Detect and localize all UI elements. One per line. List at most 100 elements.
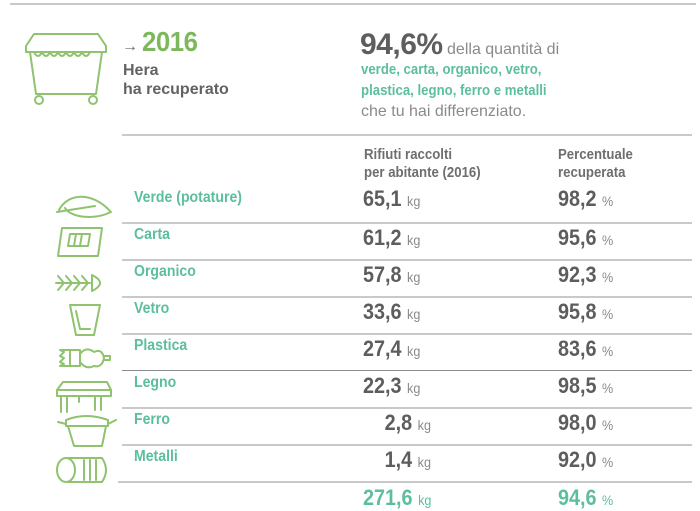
subtitle-line1: Hera [123, 62, 159, 79]
weight-value: 61,2 [363, 225, 402, 250]
can-icon [56, 457, 107, 483]
row-divider [122, 259, 692, 261]
weight-value: 33,6 [363, 299, 402, 324]
column-header-weight-line2: per abitante (2016) [364, 164, 481, 181]
subtitle: Hera ha recuperato [123, 61, 229, 99]
row-label: Verde (potature) [134, 189, 242, 206]
weight-unit: kg [407, 232, 421, 248]
weight-unit: kg [407, 380, 421, 396]
percent-unit: % [602, 454, 614, 470]
percent-value: 98,5 [558, 373, 597, 398]
row-label: Plastica [134, 337, 188, 354]
section-divider [122, 134, 692, 136]
arrow-icon: → [122, 38, 138, 55]
total-percent-value: 94,6 [558, 485, 597, 510]
percent-unit: % [602, 193, 614, 209]
row-weight: 61,2 kg [363, 225, 420, 251]
percent-unit: % [602, 417, 614, 433]
percent-value: 83,6 [558, 336, 597, 361]
percent-value: 92,0 [558, 447, 597, 472]
year-label: 2016 [142, 26, 198, 57]
leaf-icon [56, 195, 112, 218]
row-divider [122, 222, 692, 224]
table-icon [56, 381, 112, 413]
row-percent: 92,0 % [558, 447, 613, 473]
summary-materials: verde, carta, organico, vetro, plastica,… [361, 59, 572, 101]
row-divider [122, 296, 692, 298]
percent-value: 95,8 [558, 299, 597, 324]
weight-value: 65,1 [363, 186, 402, 211]
row-weight: 2,8 kg [368, 410, 431, 436]
top-divider [10, 3, 696, 5]
weight-unit: kg [407, 193, 421, 209]
row-weight: 27,4 kg [363, 336, 420, 362]
row-weight: 65,1 kg [363, 186, 420, 212]
row-label: Metalli [134, 448, 178, 465]
total-weight-value: 271,6 [363, 485, 413, 510]
row-divider [122, 333, 692, 335]
weight-value: 22,3 [363, 373, 402, 398]
row-weight: 1,4 kg [368, 447, 431, 473]
weight-value: 2,8 [384, 410, 413, 435]
row-percent: 92,3 % [558, 262, 613, 288]
summary-percentage: 94,6% [360, 28, 443, 61]
row-divider [122, 370, 692, 371]
row-percent: 83,6 % [558, 336, 613, 362]
fishbone-icon [55, 274, 101, 292]
materials-line1: verde, carta, organico, vetro, [361, 61, 542, 78]
weight-unit: kg [407, 306, 421, 322]
row-divider [118, 481, 692, 483]
percent-unit: % [602, 380, 614, 396]
column-header-weight-line1: Rifiuti raccolti [364, 146, 453, 163]
row-label: Organico [134, 263, 196, 280]
materials-line2: plastica, legno, ferro e metalli [361, 82, 547, 99]
pot-icon [57, 415, 117, 447]
weight-unit: kg [407, 343, 421, 359]
percent-value: 98,0 [558, 410, 597, 435]
row-weight: 22,3 kg [363, 373, 420, 399]
percent-value: 98,2 [558, 186, 597, 211]
weight-unit: kg [418, 492, 432, 508]
row-percent: 95,8 % [558, 299, 613, 325]
column-header-percent-line2: recuperata [558, 164, 626, 181]
row-divider [122, 407, 692, 409]
newspaper-icon [57, 227, 103, 257]
weight-unit: kg [407, 269, 421, 285]
dumpster-icon [25, 33, 107, 105]
weight-value: 57,8 [363, 262, 402, 287]
subtitle-line2: ha recuperato [123, 81, 229, 98]
row-weight: 57,8 kg [363, 262, 420, 288]
column-header-percent: Percentuale recuperata [558, 146, 633, 182]
summary-headline: 94,6% della quantità di [360, 28, 559, 62]
row-percent: 98,5 % [558, 373, 613, 399]
percent-unit: % [602, 232, 614, 248]
row-label: Legno [134, 374, 177, 391]
row-divider [122, 444, 692, 446]
percent-unit: % [602, 269, 614, 285]
percent-value: 95,6 [558, 225, 597, 250]
column-header-weight: Rifiuti raccolti per abitante (2016) [364, 146, 481, 182]
weight-unit: kg [417, 417, 431, 433]
row-label: Ferro [134, 411, 170, 428]
percent-unit: % [602, 343, 614, 359]
percent-value: 92,3 [558, 262, 597, 287]
total-percent: 94,6 % [558, 485, 613, 511]
row-percent: 98,0 % [558, 410, 613, 436]
weight-unit: kg [417, 454, 431, 470]
column-header-percent-line1: Percentuale [558, 146, 633, 163]
row-label: Carta [134, 226, 170, 243]
year-heading: → 2016 [122, 26, 203, 58]
percent-unit: % [602, 492, 614, 508]
row-weight: 33,6 kg [363, 299, 420, 325]
percent-unit: % [602, 306, 614, 322]
row-percent: 95,6 % [558, 225, 613, 251]
crushed-bottle-icon [59, 348, 111, 369]
summary-text: della quantità di [447, 41, 560, 58]
glass-icon [69, 304, 101, 336]
weight-value: 1,4 [384, 447, 413, 472]
summary-closing: che tu hai differenziato. [361, 103, 527, 120]
row-label: Vetro [134, 300, 170, 317]
total-weight: 271,6 kg [363, 485, 431, 511]
row-percent: 98,2 % [558, 186, 613, 212]
weight-value: 27,4 [363, 336, 402, 361]
